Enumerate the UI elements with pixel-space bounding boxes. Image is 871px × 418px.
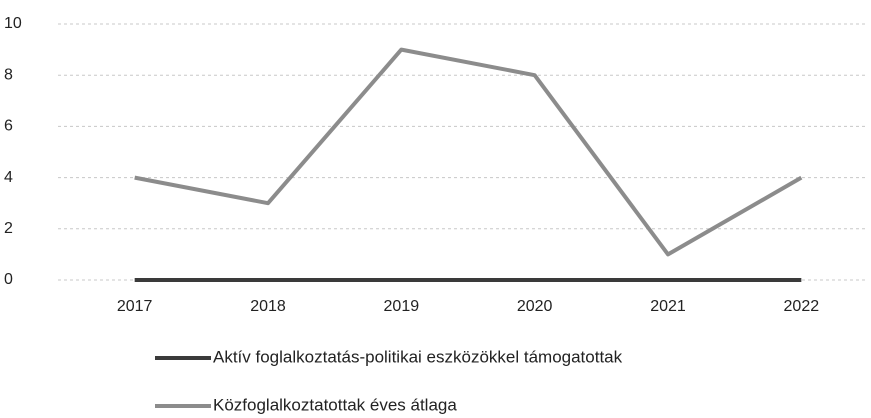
legend-label: Aktív foglalkoztatás-politikai eszközökk… [213, 347, 623, 366]
x-tick-label: 2019 [384, 298, 420, 315]
legend-label: Közfoglalkoztatottak éves átlaga [213, 395, 457, 414]
y-tick-label: 8 [4, 66, 13, 83]
y-tick-label: 10 [4, 15, 22, 32]
y-tick-label: 0 [4, 271, 13, 288]
x-tick-label: 2020 [517, 298, 553, 315]
x-tick-label: 2017 [117, 298, 153, 315]
y-tick-label: 2 [4, 220, 13, 237]
x-tick-label: 2022 [784, 298, 820, 315]
y-tick-label: 4 [4, 169, 13, 186]
x-tick-label: 2018 [250, 298, 286, 315]
series-line [134, 47, 803, 257]
y-tick-label: 6 [4, 118, 13, 135]
x-tick-label: 2021 [650, 298, 686, 315]
